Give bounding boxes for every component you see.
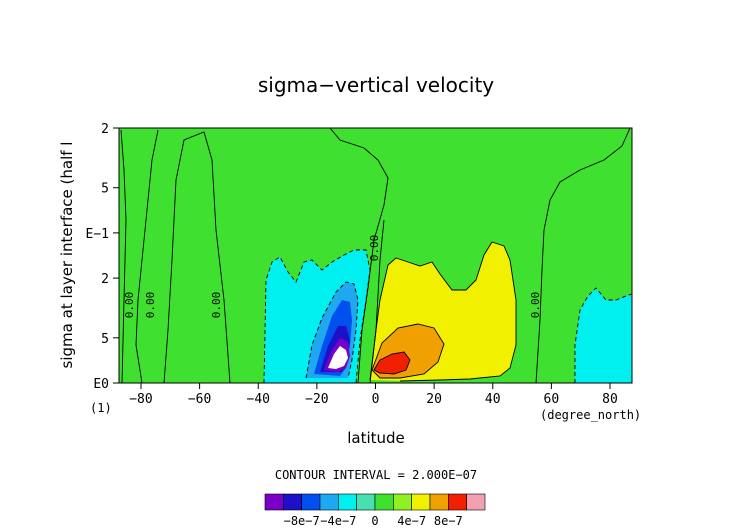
y-tick-label: 5: [101, 332, 109, 347]
colorbar-swatch: [283, 493, 302, 511]
y-tick-label: E−1: [86, 227, 109, 242]
x-tick-label: −20: [305, 392, 328, 407]
plot-area: 0.00 0.00 0.00 0.00 0.00: [118, 127, 633, 384]
contour-label: 0.00: [210, 292, 223, 319]
x-tick-label: 0: [372, 392, 380, 407]
x-tick-label: 20: [426, 392, 442, 407]
x-axis: −80 −60 −40 −20 0 20 40 60 80: [119, 382, 632, 407]
colorbar-swatch: [338, 493, 357, 511]
contour-fills: [264, 242, 632, 383]
colorbar-swatch: [429, 493, 449, 511]
colorbar: −8e−7 −4e−7 0 4e−7 8e−7: [264, 493, 486, 528]
y-axis: 2 5 E−1 2 5 E0: [86, 122, 120, 392]
contour-interval-text: CONTOUR INTERVAL = 2.000E−07: [275, 468, 477, 482]
contour-neg-east: [574, 287, 633, 383]
region-red: [374, 352, 410, 374]
x-tick-label: −80: [129, 392, 152, 407]
y-tick-label: 2: [101, 122, 109, 137]
contour-zero-west-3: [163, 131, 231, 384]
region-cyan-east: [575, 288, 632, 383]
contour-neg-inner: [305, 281, 359, 379]
colorbar-swatch: [393, 493, 412, 511]
contour-pos-3: [373, 351, 411, 375]
x-tick-label: 80: [602, 392, 618, 407]
x-units-label: (degree_north): [540, 408, 641, 422]
region-extreme: [328, 346, 348, 369]
colorbar-swatch: [411, 493, 431, 511]
y-tick-label: 5: [101, 182, 109, 197]
y-axis-label: sigma at layer interface (half l: [58, 142, 76, 369]
colorbar-swatch: [356, 493, 376, 511]
chart-title: sigma−vertical velocity: [258, 73, 494, 97]
colorbar-tick-label: 8e−7: [434, 514, 463, 528]
colorbar-swatch: [448, 493, 467, 511]
colorbar-swatch: [374, 493, 394, 511]
colorbar-swatch: [301, 493, 321, 511]
x-tick-label: 40: [485, 392, 501, 407]
contour-lines: [120, 127, 633, 384]
y-tick-label: 2: [101, 272, 109, 287]
y-tick-label: E0: [93, 377, 109, 392]
contour-label: 0.00: [529, 292, 542, 319]
contour-neg-west: [263, 249, 371, 384]
contour-pos-1: [369, 241, 517, 382]
contour-label: 0.00: [123, 292, 136, 319]
x-tick-label: 60: [544, 392, 560, 407]
contour-zero-east: [535, 127, 631, 384]
colorbar-swatch: [466, 493, 486, 511]
x-tick-label: −60: [188, 392, 211, 407]
colorbar-tick-label: −8e−7: [284, 514, 320, 528]
contour-label: 0.00: [368, 235, 381, 262]
contour-zero-west-2: [135, 129, 159, 384]
contour-pos-2: [371, 323, 445, 379]
y-axis-extra-label: (1): [90, 401, 112, 415]
contour-zero-west: [120, 129, 127, 384]
x-axis-label: latitude: [347, 429, 405, 447]
x-tick-label: −40: [247, 392, 270, 407]
colorbar-tick-label: 0: [371, 514, 378, 528]
colorbar-swatch: [264, 493, 284, 511]
contour-label: 0.00: [144, 292, 157, 319]
colorbar-tick-label: −4e−7: [320, 514, 356, 528]
contour-zero-center: [329, 127, 389, 384]
colorbar-swatch: [319, 493, 339, 511]
colorbar-tick-label: 4e−7: [397, 514, 426, 528]
contour-labels: 0.00 0.00 0.00 0.00 0.00: [123, 235, 542, 319]
